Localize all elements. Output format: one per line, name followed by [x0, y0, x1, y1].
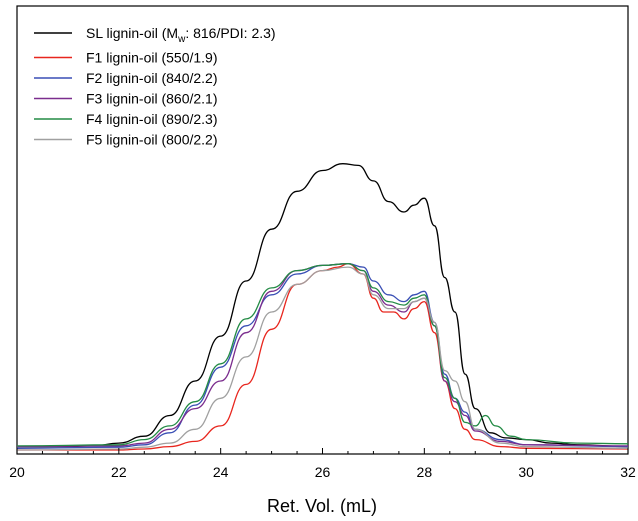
- x-axis-title: Ret. Vol. (mL): [267, 496, 377, 516]
- x-tick-label: 30: [518, 464, 534, 480]
- series-line-6: [16, 266, 629, 451]
- series-line-2: [16, 263, 629, 451]
- x-tick-label: 28: [417, 464, 433, 480]
- series-line-5: [16, 263, 629, 447]
- legend-label-3: F2 lignin-oil (840/2.2): [86, 70, 218, 86]
- legend-label-5: F4 lignin-oil (890/2.3): [86, 111, 218, 127]
- legend: SL lignin-oil (Mw: 816/PDI: 2.3) F1 ligni…: [34, 25, 276, 148]
- legend-label-2: F1 lignin-oil (550/1.9): [86, 50, 218, 66]
- x-tick-label: 32: [620, 464, 636, 480]
- series-line-1: [16, 163, 629, 448]
- legend-label-1: SL lignin-oil (Mw: 816/PDI: 2.3): [86, 25, 276, 45]
- x-tick-label: 22: [111, 464, 127, 480]
- legend-label-6: F5 lignin-oil (800/2.2): [86, 132, 218, 148]
- series-line-4: [16, 263, 629, 448]
- series-curves: [16, 163, 629, 451]
- x-axis-ticks: 20 22 24 26 28 30 32: [9, 448, 636, 480]
- x-tick-label: 20: [9, 464, 25, 480]
- x-tick-label: 24: [213, 464, 229, 480]
- x-tick-label: 26: [315, 464, 331, 480]
- legend-label-4: F3 lignin-oil (860/2.1): [86, 91, 218, 107]
- series-line-3: [16, 263, 629, 449]
